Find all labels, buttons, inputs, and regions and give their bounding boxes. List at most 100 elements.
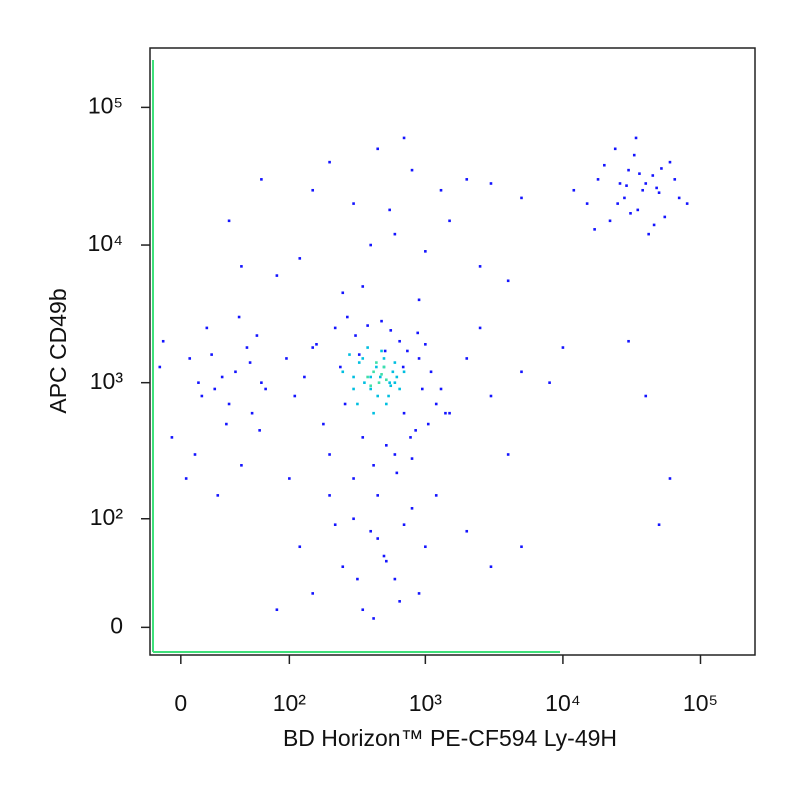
dot bbox=[489, 394, 493, 398]
dot bbox=[288, 477, 291, 480]
dot bbox=[647, 232, 650, 236]
dot bbox=[520, 370, 523, 374]
dot bbox=[409, 436, 412, 439]
x-tick-label: 10⁵ bbox=[683, 690, 718, 716]
dot bbox=[439, 188, 443, 192]
dot bbox=[393, 232, 397, 236]
dot bbox=[184, 477, 188, 480]
dot bbox=[627, 339, 630, 343]
dot bbox=[220, 375, 224, 379]
dot bbox=[618, 182, 622, 185]
dot bbox=[603, 163, 606, 167]
dot bbox=[234, 370, 237, 374]
dot bbox=[465, 529, 469, 533]
dot bbox=[382, 554, 386, 558]
dot bbox=[293, 394, 297, 398]
dot bbox=[673, 178, 677, 181]
dot bbox=[572, 188, 576, 192]
dot bbox=[424, 343, 427, 346]
dot bbox=[260, 381, 263, 384]
dot bbox=[346, 315, 349, 319]
dot bbox=[385, 378, 388, 382]
dot bbox=[623, 196, 626, 200]
dot bbox=[161, 339, 165, 343]
dot bbox=[348, 353, 351, 356]
dot bbox=[354, 334, 357, 337]
dot bbox=[410, 168, 414, 172]
dot bbox=[352, 517, 355, 521]
dot bbox=[596, 178, 600, 181]
dot bbox=[205, 326, 209, 330]
dot bbox=[388, 381, 391, 384]
dot bbox=[520, 196, 523, 200]
dot bbox=[638, 172, 641, 175]
dot bbox=[383, 349, 387, 353]
dot bbox=[377, 381, 381, 384]
dot bbox=[387, 394, 390, 398]
dot bbox=[395, 375, 399, 379]
dot bbox=[197, 381, 200, 384]
dot bbox=[258, 429, 261, 432]
dot bbox=[245, 346, 249, 349]
dot bbox=[260, 178, 263, 181]
dot bbox=[627, 168, 630, 172]
dot bbox=[376, 537, 380, 540]
dot bbox=[339, 365, 342, 369]
dot bbox=[388, 208, 391, 212]
dot bbox=[248, 361, 252, 364]
dot bbox=[363, 381, 366, 384]
dot bbox=[227, 402, 231, 406]
dot bbox=[216, 494, 220, 497]
dot bbox=[465, 357, 469, 360]
x-tick-label: 10³ bbox=[409, 690, 443, 716]
dot bbox=[380, 349, 383, 353]
dot bbox=[506, 453, 510, 456]
dot bbox=[328, 494, 331, 497]
dot bbox=[406, 349, 409, 353]
dot bbox=[298, 545, 302, 549]
y-axis-label: APC CD49b bbox=[45, 288, 71, 413]
dot bbox=[489, 182, 493, 185]
dot bbox=[315, 343, 318, 346]
dot bbox=[616, 202, 619, 205]
dot bbox=[641, 188, 644, 192]
dot bbox=[380, 319, 383, 323]
dot bbox=[478, 326, 482, 330]
dot bbox=[625, 184, 628, 187]
dot bbox=[376, 494, 380, 497]
dot bbox=[636, 208, 640, 212]
dot bbox=[668, 160, 672, 164]
dot bbox=[361, 285, 365, 288]
dot bbox=[227, 219, 231, 223]
dot bbox=[644, 182, 648, 185]
dot bbox=[341, 291, 345, 295]
dot bbox=[237, 315, 241, 319]
dot bbox=[393, 381, 397, 384]
dot bbox=[378, 375, 382, 379]
dot bbox=[369, 529, 372, 533]
dot bbox=[255, 334, 259, 337]
x-axis-label: BD Horizon™ PE-CF594 Ly-49H bbox=[283, 725, 617, 751]
dot bbox=[395, 471, 399, 475]
plot-frame bbox=[149, 47, 756, 656]
x-tick-label: 0 bbox=[174, 690, 187, 716]
dot bbox=[393, 453, 397, 456]
dot bbox=[311, 592, 315, 595]
dot bbox=[303, 375, 306, 379]
dot bbox=[352, 375, 355, 379]
dot bbox=[608, 219, 612, 223]
dot bbox=[361, 608, 365, 612]
dot bbox=[424, 545, 427, 549]
dot bbox=[585, 202, 589, 205]
dot bbox=[561, 346, 565, 349]
dot bbox=[439, 387, 443, 391]
dot bbox=[402, 523, 406, 526]
dot bbox=[382, 357, 386, 360]
dot bbox=[655, 186, 658, 190]
y-tick-label: 10² bbox=[90, 504, 124, 530]
dot bbox=[465, 178, 469, 181]
dot bbox=[414, 429, 417, 432]
dot bbox=[361, 357, 365, 360]
dot bbox=[660, 167, 663, 170]
dot bbox=[352, 202, 355, 205]
